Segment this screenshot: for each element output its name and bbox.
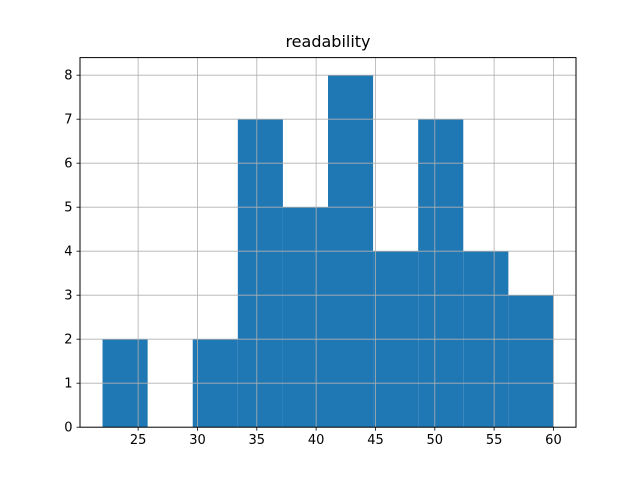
y-tick-label: 4 <box>64 245 72 260</box>
x-tick-label: 60 <box>545 433 562 448</box>
y-tick-label: 2 <box>64 333 72 348</box>
x-tick-label: 50 <box>427 433 444 448</box>
y-tick-label: 7 <box>64 113 72 128</box>
x-tick-label: 40 <box>308 433 325 448</box>
y-tick-label: 1 <box>64 377 72 392</box>
x-tick-label: 45 <box>367 433 384 448</box>
y-tick-label: 6 <box>64 157 72 172</box>
x-tick-label: 35 <box>249 433 266 448</box>
y-tick-label: 3 <box>64 289 72 304</box>
histogram-bar <box>282 207 328 428</box>
y-tick-label: 0 <box>64 421 72 436</box>
x-tick-label: 25 <box>130 433 147 448</box>
x-tick-label: 30 <box>189 433 206 448</box>
x-tick-label: 55 <box>486 433 503 448</box>
histogram-bar <box>237 119 283 428</box>
histogram-bar <box>508 295 554 428</box>
histogram-bar <box>418 119 464 428</box>
axes-spines <box>79 57 577 428</box>
y-tick-label: 8 <box>64 69 72 84</box>
y-tick-label: 5 <box>64 201 72 216</box>
chart-title: readability <box>285 32 371 51</box>
